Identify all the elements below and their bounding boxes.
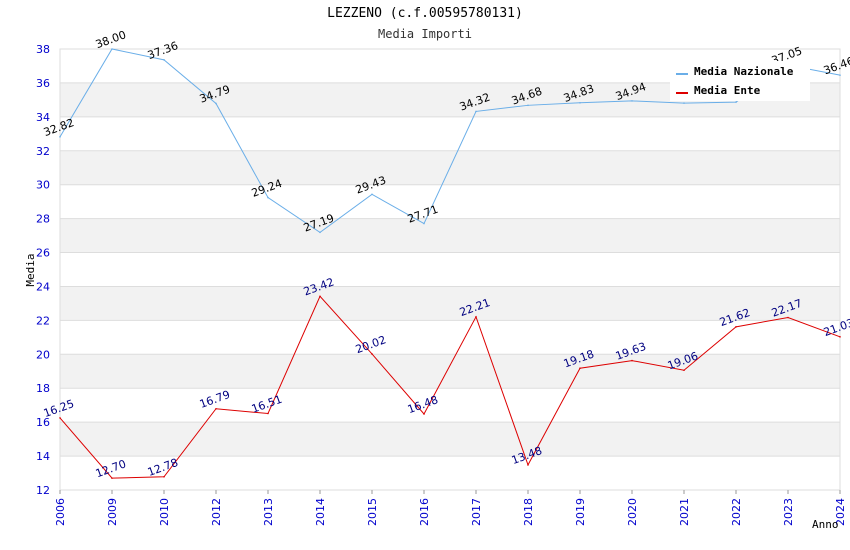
series-1-label-2006: 16.25 bbox=[42, 397, 76, 420]
series-0-label-2009: 38.00 bbox=[94, 28, 128, 51]
series-1-point-2022 bbox=[735, 326, 737, 328]
y-axis-ticks: 12 14 16 18 20 22 24 26 28 30 32 34 36 38 bbox=[36, 43, 50, 497]
y-axis-label: Media bbox=[24, 253, 37, 286]
series-1-point-2021 bbox=[683, 369, 685, 372]
x-tick-2024: 2024 bbox=[834, 498, 847, 526]
y-tick-12: 12 bbox=[36, 484, 50, 497]
series-0-point-2021 bbox=[683, 102, 685, 104]
plot-frame bbox=[59, 48, 841, 491]
y-tick-34: 34 bbox=[36, 111, 50, 124]
series-1-label-2013: 16.51 bbox=[250, 393, 284, 416]
series-1-point-2012 bbox=[215, 407, 217, 410]
x-axis-ticks: 2006 2009 2010 2012 2013 2014 2015 2016 2017 2018… bbox=[54, 490, 847, 526]
series-0-point-2014 bbox=[319, 231, 321, 234]
chart-title: LEZZENO (c.f.00595780131) bbox=[327, 6, 523, 21]
series-0-point-2017 bbox=[475, 110, 477, 113]
x-tick-2009: 2009 bbox=[106, 498, 119, 526]
y-tick-16: 16 bbox=[36, 416, 50, 429]
series-lines bbox=[59, 48, 841, 479]
x-tick-2015: 2015 bbox=[366, 498, 379, 526]
series-1-label-2010: 12.78 bbox=[146, 456, 180, 479]
x-tick-2017: 2017 bbox=[470, 498, 483, 526]
y-tick-32: 32 bbox=[36, 145, 50, 158]
band-26 bbox=[60, 218, 840, 253]
x-tick-2022: 2022 bbox=[730, 498, 743, 526]
series-1-point-2023 bbox=[787, 316, 789, 319]
series-1-point-2015 bbox=[371, 353, 373, 355]
series-line-0 bbox=[59, 48, 841, 233]
y-tick-28: 28 bbox=[36, 213, 50, 226]
x-tick-2006: 2006 bbox=[54, 498, 67, 526]
legend-box bbox=[670, 61, 810, 101]
series-1-label-2012: 16.79 bbox=[198, 388, 232, 411]
x-tick-2023: 2023 bbox=[782, 498, 795, 526]
x-tick-2014: 2014 bbox=[314, 498, 327, 526]
series-1-point-2006 bbox=[59, 417, 61, 419]
series-0-point-2015 bbox=[371, 193, 373, 196]
series-0-point-2012 bbox=[215, 102, 217, 105]
x-tick-2013: 2013 bbox=[262, 498, 275, 526]
series-1-point-2016 bbox=[423, 413, 425, 415]
series-1-point-2019 bbox=[579, 367, 581, 370]
series-0-point-2016 bbox=[423, 222, 425, 225]
series-1-point-2013 bbox=[267, 412, 269, 415]
series-1-point-2010 bbox=[163, 475, 165, 478]
series-0-point-2024 bbox=[839, 74, 841, 76]
x-axis-label: Anno bbox=[812, 518, 839, 531]
series-0-point-2020 bbox=[631, 100, 633, 102]
legend-label-ente: Media Ente bbox=[694, 84, 761, 97]
y-tick-14: 14 bbox=[36, 450, 50, 463]
series-1-point-2020 bbox=[631, 359, 633, 362]
series-0-point-2018 bbox=[527, 104, 529, 107]
x-tick-2010: 2010 bbox=[158, 498, 171, 526]
series-0-point-2010 bbox=[163, 59, 165, 61]
series-line-1 bbox=[59, 295, 841, 479]
series-1-point-2017 bbox=[475, 316, 477, 318]
y-tick-38: 38 bbox=[36, 43, 50, 56]
x-tick-2019: 2019 bbox=[574, 498, 587, 526]
band-22 bbox=[60, 286, 840, 321]
y-tick-20: 20 bbox=[36, 348, 50, 361]
band-18 bbox=[60, 354, 840, 389]
legend-label-nazionale: Media Nazionale bbox=[694, 65, 794, 78]
band-14 bbox=[60, 422, 840, 457]
series-0-label-2010: 37.36 bbox=[146, 39, 180, 62]
x-tick-2012: 2012 bbox=[210, 498, 223, 526]
x-tick-2020: 2020 bbox=[626, 498, 639, 526]
y-tick-26: 26 bbox=[36, 247, 50, 260]
legend: Media Nazionale Media Ente bbox=[670, 61, 810, 101]
x-tick-2021: 2021 bbox=[678, 498, 691, 526]
y-tick-30: 30 bbox=[36, 179, 50, 192]
series-0-point-2006 bbox=[59, 136, 61, 138]
background-bands bbox=[60, 82, 840, 457]
y-tick-18: 18 bbox=[36, 382, 50, 395]
x-tick-2018: 2018 bbox=[522, 498, 535, 526]
chart-subtitle: Media Importi bbox=[378, 27, 472, 41]
series-0-point-2009 bbox=[111, 48, 113, 50]
y-tick-36: 36 bbox=[36, 77, 50, 90]
series-0-point-2013 bbox=[267, 196, 269, 199]
series-1-point-2009 bbox=[111, 477, 113, 479]
series-1-point-2024 bbox=[839, 336, 841, 338]
x-tick-2016: 2016 bbox=[418, 498, 431, 526]
y-tick-24: 24 bbox=[36, 280, 50, 293]
series-0-point-2022 bbox=[735, 101, 737, 103]
series-1-point-2014 bbox=[319, 295, 321, 298]
series-1-point-2018 bbox=[527, 464, 529, 466]
y-tick-22: 22 bbox=[36, 314, 50, 327]
series-0-point-2019 bbox=[579, 101, 581, 104]
